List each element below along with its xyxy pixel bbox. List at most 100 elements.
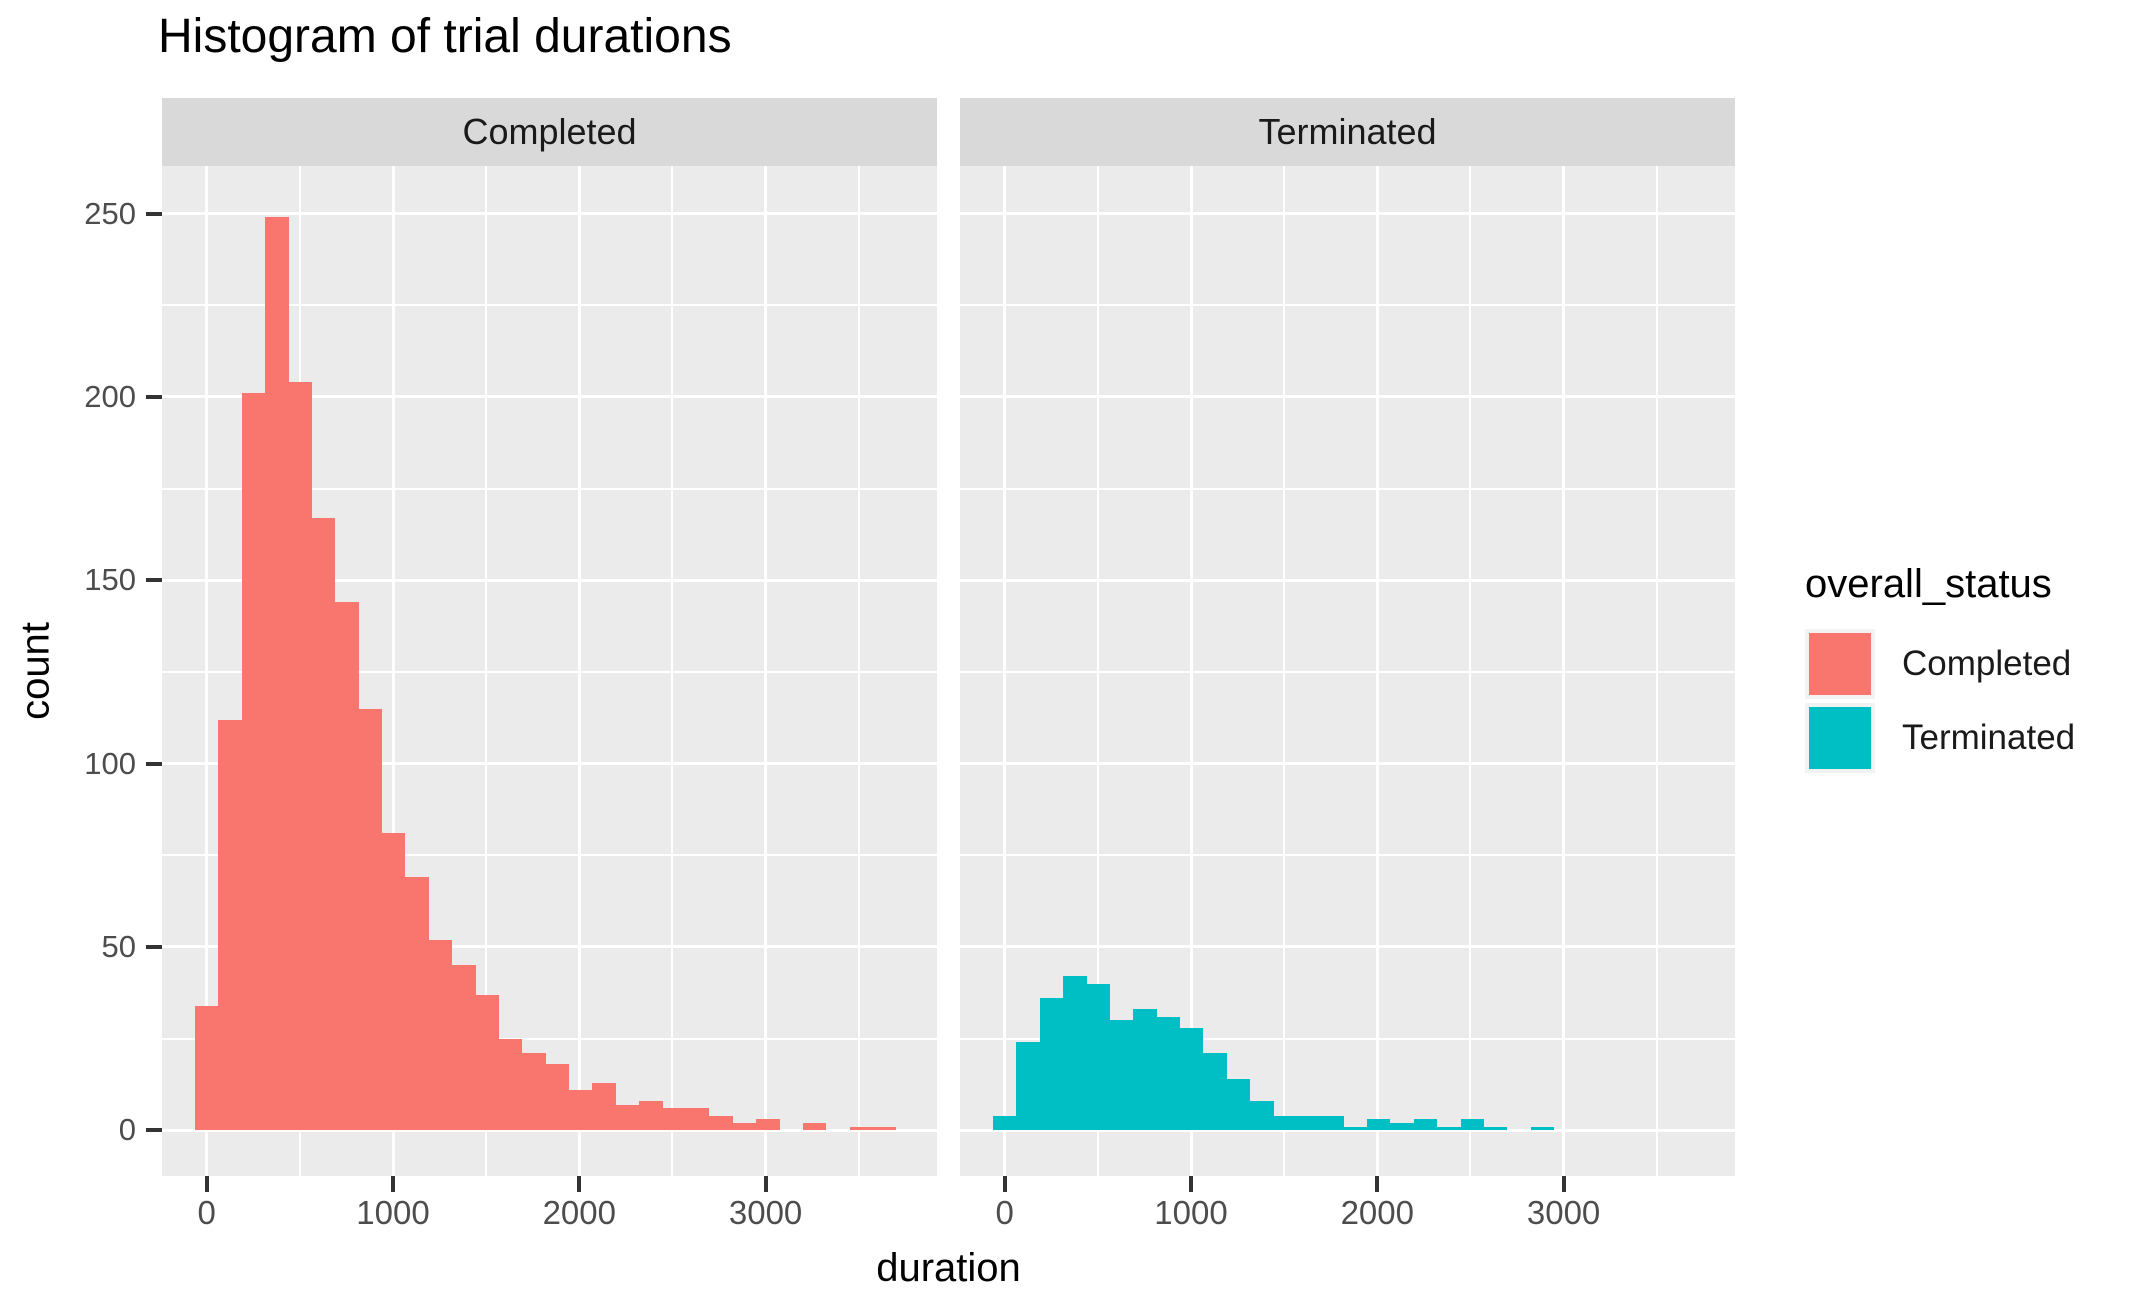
y-major-gridline [960,1128,1735,1132]
y-minor-gridline [162,854,937,857]
histogram-bar [1250,1100,1274,1131]
y-minor-gridline [162,487,937,490]
y-minor-gridline [960,670,1735,673]
x-major-gridline [391,166,395,1176]
histogram-bar [1484,1126,1507,1131]
histogram-bar [546,1064,569,1131]
x-major-gridline [1003,166,1007,1176]
histogram-bar [803,1122,826,1131]
y-minor-gridline [162,670,937,673]
histogram-bar [359,708,382,1131]
histogram-bar [1297,1115,1320,1131]
legend-key-completed [1805,629,1875,699]
y-minor-gridline [960,487,1735,490]
x-tick-mark [391,1176,395,1192]
histogram-bar [873,1126,896,1131]
y-major-gridline [162,945,937,949]
histogram-bar [452,965,476,1131]
histogram-bar [499,1038,522,1131]
y-major-gridline [162,1128,937,1132]
x-minor-gridline [1096,166,1099,1176]
histogram-bar [312,517,335,1131]
y-axis-title: count [13,622,58,720]
x-minor-gridline [857,166,860,1176]
histogram-bar [1414,1119,1437,1131]
plot-panel-terminated [960,166,1735,1176]
histogram-bar [1461,1119,1484,1131]
histogram-bar [1040,998,1063,1131]
x-minor-gridline [1283,166,1286,1176]
histogram-bar [1227,1078,1250,1131]
histogram-bar [1531,1126,1554,1131]
histogram-bar [850,1126,873,1131]
y-tick-mark [146,944,162,949]
histogram-bar [218,719,242,1131]
histogram-bar [1180,1027,1203,1131]
y-tick-mark [146,1128,162,1133]
chart-title: Histogram of trial durations [158,10,732,63]
y-tick-label: 0 [118,1112,136,1148]
y-major-gridline [960,578,1735,582]
histogram-bar [382,833,405,1131]
histogram-bar [1320,1115,1344,1131]
y-tick-mark [146,211,162,216]
y-tick-label: 100 [84,745,136,781]
histogram-bar [1133,1009,1157,1131]
histogram-bar [522,1053,546,1131]
y-tick-label: 250 [84,195,136,231]
x-tick-mark [1561,1176,1566,1192]
x-tick-label: 3000 [1526,1194,1601,1231]
y-major-gridline [162,578,937,582]
completed-color-swatch [1809,633,1871,695]
histogram-bar [265,217,289,1131]
y-minor-gridline [960,854,1735,857]
histogram-bar [476,994,499,1131]
y-minor-gridline [162,1037,937,1040]
histogram-bar [592,1082,616,1131]
y-tick-label: 150 [84,562,136,598]
x-tick-label: 3000 [728,1194,803,1231]
legend-item-completed: Completed [1805,629,2125,699]
facet-strip-label: Completed [462,111,637,152]
x-major-gridline [764,166,768,1176]
x-tick-label: 0 [995,1194,1014,1231]
histogram-bar [756,1119,780,1131]
x-tick-mark [763,1176,768,1192]
x-tick-mark [1002,1176,1007,1192]
histogram-bar [1063,976,1087,1131]
histogram-bar [335,602,359,1131]
x-major-gridline [1562,166,1566,1176]
y-minor-gridline [162,304,937,307]
histogram-bar [1274,1115,1297,1131]
histogram-bar [686,1108,709,1131]
x-tick-mark [204,1176,209,1192]
y-tick-mark [146,578,162,583]
y-major-gridline [960,945,1735,949]
y-major-gridline [162,762,937,766]
y-minor-gridline [960,1037,1735,1040]
histogram-bar [663,1108,686,1131]
histogram-bar [242,393,265,1131]
x-tick-label: 2000 [542,1194,616,1231]
facet-strip-label: Terminated [1258,111,1437,152]
terminated-color-swatch [1809,707,1871,769]
y-major-gridline [162,395,937,399]
x-tick-mark [577,1176,582,1192]
x-minor-gridline [1469,166,1472,1176]
legend-key-terminated [1805,703,1875,773]
x-major-gridline [1375,166,1379,1176]
histogram-bar [1087,983,1110,1131]
histogram-bar [1344,1126,1367,1131]
histogram-bar [195,1005,218,1131]
legend-title: overall_status [1805,562,2052,606]
histogram-bar [639,1100,663,1131]
legend-label-terminated: Terminated [1902,718,2076,757]
histogram-bar [993,1115,1016,1131]
x-minor-gridline [485,166,488,1176]
x-minor-gridline [671,166,674,1176]
histogram-bar [1203,1053,1227,1131]
histogram-bar [405,877,429,1131]
y-minor-gridline [960,304,1735,307]
histogram-bar [1110,1020,1133,1131]
